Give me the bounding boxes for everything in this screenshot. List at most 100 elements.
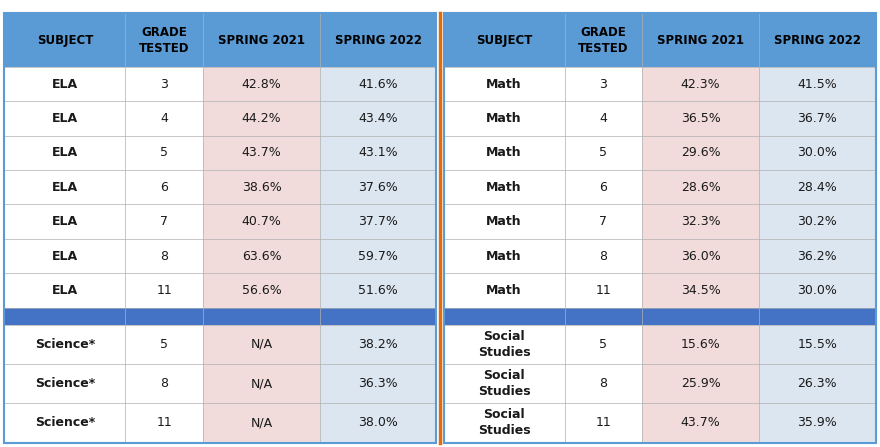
Bar [444, 239, 564, 273]
Text: 8: 8 [599, 249, 607, 262]
Bar [203, 136, 319, 170]
Bar [759, 136, 876, 170]
Text: SPRING 2021: SPRING 2021 [218, 34, 305, 47]
Bar [444, 67, 564, 101]
Bar [564, 403, 642, 443]
Bar [125, 101, 203, 136]
Text: 5: 5 [599, 147, 607, 160]
Bar [444, 13, 564, 67]
Text: 28.6%: 28.6% [681, 181, 721, 194]
Bar [444, 204, 564, 239]
Text: Social
Studies: Social Studies [478, 369, 531, 398]
Bar [319, 325, 436, 364]
Bar [4, 325, 125, 364]
Text: 63.6%: 63.6% [242, 249, 282, 262]
Text: 11: 11 [596, 416, 612, 430]
Text: 42.3%: 42.3% [681, 78, 721, 91]
Bar [319, 170, 436, 204]
Text: 25.9%: 25.9% [681, 377, 721, 390]
Bar [319, 101, 436, 136]
Bar [444, 273, 564, 308]
Text: 41.5%: 41.5% [797, 78, 837, 91]
Bar [125, 325, 203, 364]
Bar [319, 403, 436, 443]
Bar [4, 403, 125, 443]
Text: Science*: Science* [35, 377, 95, 390]
Text: 5: 5 [160, 337, 168, 351]
Text: 11: 11 [157, 416, 172, 430]
Text: 38.2%: 38.2% [358, 337, 398, 351]
Text: 44.2%: 44.2% [242, 112, 282, 125]
Text: 40.7%: 40.7% [241, 215, 282, 228]
Text: 3: 3 [160, 78, 168, 91]
Bar [564, 136, 642, 170]
Text: Social
Studies: Social Studies [478, 330, 531, 358]
Text: 36.3%: 36.3% [358, 377, 398, 390]
Bar [759, 273, 876, 308]
Bar [564, 13, 642, 67]
Bar [125, 13, 203, 67]
Bar [759, 403, 876, 443]
Bar [759, 13, 876, 67]
Bar [4, 170, 125, 204]
Bar [4, 308, 436, 325]
Bar [125, 364, 203, 403]
Bar [759, 170, 876, 204]
Bar [642, 364, 759, 403]
Text: 36.5%: 36.5% [681, 112, 721, 125]
Text: 42.8%: 42.8% [242, 78, 282, 91]
Text: 30.2%: 30.2% [797, 215, 837, 228]
Bar [444, 101, 564, 136]
Bar [203, 13, 319, 67]
Text: GRADE
TESTED: GRADE TESTED [578, 26, 628, 55]
Bar [319, 67, 436, 101]
Text: 5: 5 [599, 337, 607, 351]
Bar [125, 273, 203, 308]
Text: 36.2%: 36.2% [797, 249, 837, 262]
Bar [4, 136, 125, 170]
Text: 11: 11 [157, 284, 172, 297]
Text: 8: 8 [160, 377, 168, 390]
Text: 43.1%: 43.1% [358, 147, 398, 160]
Text: 4: 4 [160, 112, 168, 125]
Bar [125, 67, 203, 101]
Bar [642, 136, 759, 170]
Text: 36.0%: 36.0% [681, 249, 721, 262]
Bar [125, 204, 203, 239]
Bar [642, 239, 759, 273]
Bar [564, 273, 642, 308]
Text: 35.9%: 35.9% [797, 416, 837, 430]
Text: 6: 6 [160, 181, 168, 194]
Bar [203, 101, 319, 136]
Bar [759, 325, 876, 364]
Bar [125, 136, 203, 170]
Text: ELA: ELA [52, 249, 78, 262]
Bar [642, 403, 759, 443]
Text: 56.6%: 56.6% [242, 284, 282, 297]
Bar [203, 170, 319, 204]
Bar [4, 364, 125, 403]
Bar [564, 325, 642, 364]
Bar [4, 204, 125, 239]
Text: Math: Math [486, 215, 522, 228]
Bar [319, 273, 436, 308]
Text: Science*: Science* [35, 416, 95, 430]
Bar [203, 67, 319, 101]
Bar [4, 273, 125, 308]
Bar [642, 204, 759, 239]
Bar [203, 204, 319, 239]
Text: 37.6%: 37.6% [358, 181, 398, 194]
Bar [564, 204, 642, 239]
Text: 4: 4 [599, 112, 607, 125]
Text: SPRING 2021: SPRING 2021 [657, 34, 744, 47]
Text: 41.6%: 41.6% [358, 78, 398, 91]
Text: Math: Math [486, 284, 522, 297]
Bar [759, 364, 876, 403]
Text: 37.7%: 37.7% [358, 215, 398, 228]
Text: 36.7%: 36.7% [797, 112, 837, 125]
Text: N/A: N/A [251, 377, 273, 390]
Bar [444, 364, 564, 403]
Bar [642, 325, 759, 364]
Bar [125, 170, 203, 204]
Text: N/A: N/A [251, 416, 273, 430]
